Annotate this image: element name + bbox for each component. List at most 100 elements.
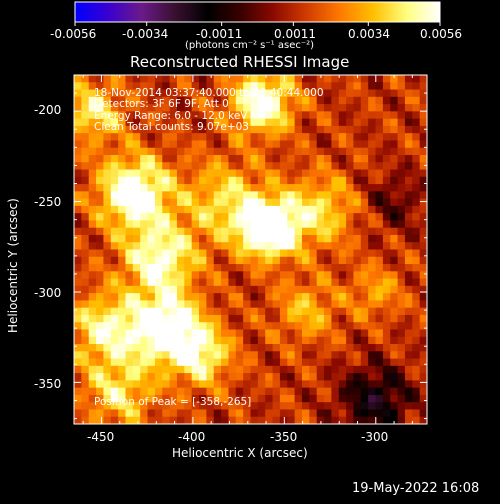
heatmap-cell xyxy=(243,176,252,185)
heatmap-cell xyxy=(132,118,141,127)
heatmap-cell xyxy=(324,293,332,301)
heatmap-cell xyxy=(257,227,266,236)
heatmap-cell xyxy=(74,75,82,83)
heatmap-cell xyxy=(338,75,347,83)
heatmap-cell xyxy=(140,220,149,229)
heatmap-cell xyxy=(206,198,215,207)
heatmap-cell xyxy=(235,205,244,214)
heatmap-cell xyxy=(346,140,355,149)
heatmap-cell xyxy=(316,75,325,83)
heatmap-cell xyxy=(353,118,362,127)
heatmap-cell xyxy=(265,256,274,265)
heatmap-cell xyxy=(199,125,207,134)
heatmap-cell xyxy=(118,227,127,236)
heatmap-cell xyxy=(412,213,421,222)
heatmap-cell xyxy=(191,227,200,236)
heatmap-cell xyxy=(184,285,193,294)
heatmap-cell xyxy=(118,264,127,272)
heatmap-cell xyxy=(243,198,252,207)
heatmap-cell xyxy=(272,278,281,287)
heatmap-cell xyxy=(382,380,391,389)
heatmap-cell xyxy=(316,329,325,338)
heatmap-cell xyxy=(294,140,303,149)
heatmap-cell xyxy=(162,191,171,200)
heatmap-cell xyxy=(110,176,119,185)
heatmap-cell xyxy=(176,322,185,331)
heatmap-cell xyxy=(169,278,178,287)
heatmap-cell xyxy=(199,336,207,345)
heatmap-cell xyxy=(346,256,355,265)
heatmap-cell xyxy=(147,89,156,98)
heatmap-cell xyxy=(243,300,252,309)
heatmap-cell xyxy=(346,293,355,301)
heatmap-cell xyxy=(132,198,141,207)
heatmap-cell xyxy=(353,111,362,120)
heatmap-cell xyxy=(96,205,105,214)
heatmap-cell xyxy=(390,198,399,207)
heatmap-cell xyxy=(228,227,237,236)
heatmap-cell xyxy=(331,125,340,134)
heatmap-cell xyxy=(199,409,207,418)
heatmap-cell xyxy=(228,249,237,258)
heatmap-cell xyxy=(265,249,274,258)
heatmap-cell xyxy=(221,227,230,236)
heatmap-cell xyxy=(110,140,119,149)
heatmap-cell xyxy=(154,256,163,265)
heatmap-cell xyxy=(118,176,127,185)
heatmap-cell xyxy=(96,147,105,156)
heatmap-cell xyxy=(324,271,332,280)
heatmap-cell xyxy=(382,285,391,294)
heatmap-cell xyxy=(118,191,127,200)
heatmap-cell xyxy=(88,82,97,91)
heatmap-cell xyxy=(74,278,82,287)
x-tick-label: -400 xyxy=(178,430,206,444)
heatmap-cell xyxy=(368,249,377,258)
heatmap-cell xyxy=(176,344,185,352)
heatmap-cell xyxy=(353,358,362,367)
heatmap-cell xyxy=(154,264,163,272)
heatmap-cell xyxy=(338,402,347,411)
heatmap-cell xyxy=(140,213,149,222)
heatmap-cell xyxy=(96,111,105,120)
heatmap-cell xyxy=(81,322,90,331)
heatmap-cell xyxy=(368,336,377,345)
heatmap-cell xyxy=(81,242,90,251)
heatmap-cell xyxy=(96,133,105,142)
heatmap-cell xyxy=(221,394,230,403)
heatmap-cell xyxy=(118,220,127,229)
heatmap-cell xyxy=(360,278,369,287)
heatmap-cell xyxy=(118,162,127,171)
heatmap-cell xyxy=(390,344,399,352)
heatmap-cell xyxy=(412,242,421,251)
heatmap-cell xyxy=(96,213,105,222)
heatmap-cell xyxy=(88,314,97,323)
heatmap-cell xyxy=(382,154,391,163)
heatmap-cell xyxy=(140,75,149,83)
heatmap-cell xyxy=(382,118,391,127)
heatmap-cell xyxy=(235,416,244,424)
heatmap-cell xyxy=(243,256,252,265)
heatmap-cell xyxy=(228,351,237,360)
heatmap-cell xyxy=(412,416,421,424)
heatmap-cell xyxy=(360,169,369,178)
heatmap-cell xyxy=(419,358,427,367)
heatmap-cell xyxy=(257,184,266,192)
heatmap-cell xyxy=(206,307,215,316)
heatmap-cell xyxy=(368,162,377,171)
heatmap-cell xyxy=(140,264,149,272)
heatmap-cell xyxy=(287,373,296,381)
heatmap-cell xyxy=(375,271,384,280)
heatmap-cell xyxy=(235,358,244,367)
heatmap-cell xyxy=(250,249,259,258)
heatmap-cell xyxy=(147,351,156,360)
heatmap-cell xyxy=(353,329,362,338)
heatmap-cell xyxy=(375,278,384,287)
heatmap-cell xyxy=(162,256,171,265)
heatmap-cell xyxy=(81,140,90,149)
heatmap-cell xyxy=(221,300,230,309)
heatmap-cell xyxy=(228,118,237,127)
heatmap-cell xyxy=(390,125,399,134)
heatmap-cell xyxy=(257,358,266,367)
heatmap-cell xyxy=(353,154,362,163)
heatmap-cell xyxy=(316,133,325,142)
